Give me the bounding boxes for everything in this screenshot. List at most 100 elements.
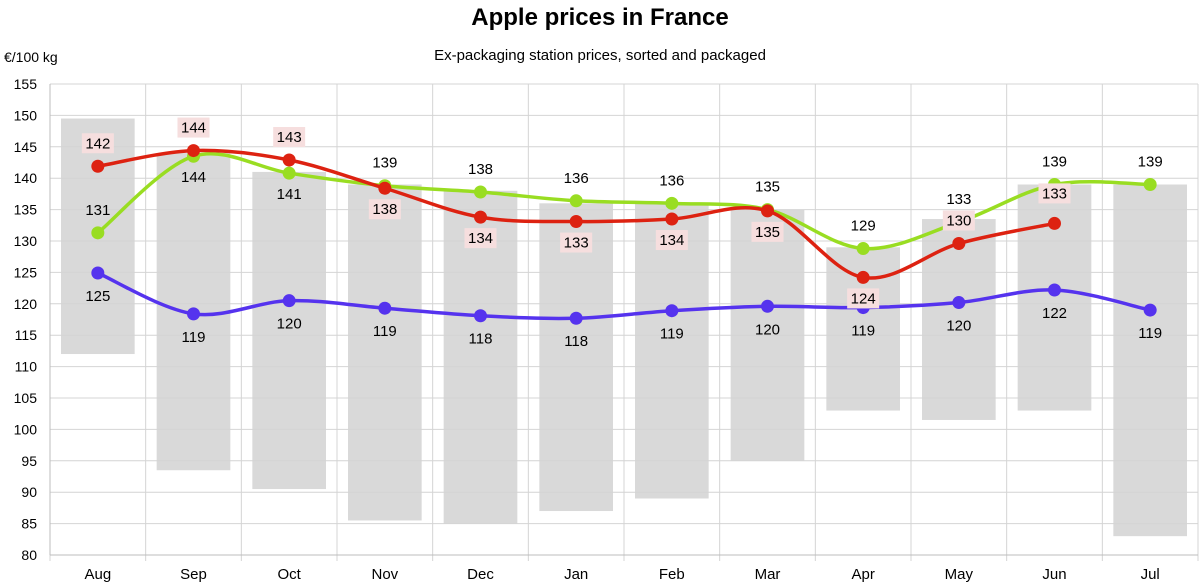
- data-label: 138: [372, 201, 397, 218]
- data-point: [1048, 283, 1061, 297]
- y-tick-label: 120: [14, 296, 38, 312]
- data-label-background: [273, 126, 306, 147]
- data-label-background: [942, 210, 975, 231]
- data-point: [761, 204, 774, 218]
- data-label: 124: [851, 290, 876, 307]
- data-label-background: [847, 288, 880, 309]
- data-point: [665, 304, 679, 318]
- data-point: [761, 299, 774, 313]
- x-tick-label: Feb: [659, 566, 685, 583]
- data-label: 120: [277, 316, 302, 333]
- y-tick-label: 90: [21, 484, 37, 500]
- data-label: 142: [85, 135, 110, 152]
- data-label: 125: [85, 288, 110, 305]
- data-point: [187, 144, 200, 158]
- y-tick-label: 140: [14, 170, 38, 186]
- data-point: [856, 242, 870, 256]
- data-label-background: [81, 133, 114, 154]
- range-bar: [348, 184, 422, 521]
- y-tick-label: 125: [14, 264, 38, 280]
- data-point: [91, 266, 105, 280]
- data-label: 119: [182, 329, 206, 346]
- data-point: [474, 185, 487, 199]
- data-point: [1143, 177, 1157, 191]
- data-label: 144: [181, 169, 206, 186]
- chart-title: Apple prices in France: [471, 4, 729, 31]
- data-point: [378, 181, 392, 195]
- data-point: [569, 194, 583, 208]
- data-label: 141: [277, 186, 302, 203]
- data-label: 119: [660, 326, 684, 343]
- y-tick-label: 135: [14, 202, 38, 218]
- y-tick-label: 95: [21, 453, 37, 469]
- data-label: 134: [468, 230, 493, 247]
- data-label: 139: [372, 155, 397, 172]
- data-label: 119: [1138, 325, 1162, 342]
- data-point: [1048, 216, 1061, 230]
- y-tick-label: 110: [15, 359, 38, 375]
- data-label: 120: [946, 318, 971, 335]
- data-label-background: [1038, 183, 1071, 204]
- x-tick-label: Sep: [180, 566, 207, 583]
- data-point: [665, 212, 679, 226]
- y-tick-label: 145: [14, 139, 38, 155]
- data-label: 143: [277, 129, 302, 146]
- data-label-background: [464, 228, 497, 249]
- data-label: 138: [468, 161, 493, 178]
- data-point: [474, 210, 487, 224]
- x-tick-label: Jun: [1042, 566, 1066, 583]
- x-tick-label: Jan: [564, 566, 588, 583]
- chart-subtitle: Ex-packaging station prices, sorted and …: [434, 47, 766, 64]
- data-label: 133: [1042, 185, 1067, 202]
- data-label: 135: [755, 179, 780, 196]
- data-label: 135: [755, 224, 780, 241]
- data-label: 139: [1042, 153, 1067, 170]
- data-label: 119: [851, 323, 875, 340]
- data-label: 133: [564, 235, 589, 252]
- data-point: [569, 311, 583, 325]
- data-label: 136: [659, 172, 684, 189]
- data-label-background: [751, 221, 784, 242]
- range-bar: [252, 171, 326, 490]
- data-label: 131: [85, 202, 110, 219]
- data-label-background: [368, 199, 401, 220]
- data-label-background: [560, 232, 593, 253]
- range-bar: [635, 203, 709, 499]
- data-label: 118: [469, 331, 493, 348]
- data-point: [378, 301, 392, 315]
- data-point: [569, 215, 583, 229]
- data-label: 139: [1138, 153, 1163, 170]
- y-tick-label: 105: [14, 390, 38, 406]
- y-axis-unit-label: €/100 kg: [4, 49, 58, 65]
- data-label: 144: [181, 120, 206, 137]
- data-label: 122: [1042, 305, 1067, 322]
- data-label-background: [177, 117, 210, 138]
- data-label: 133: [946, 191, 971, 208]
- y-tick-label: 85: [21, 516, 37, 532]
- data-label: 130: [946, 213, 971, 230]
- x-tick-label: Jul: [1141, 566, 1160, 583]
- data-label: 129: [851, 218, 876, 235]
- data-point: [952, 296, 966, 310]
- data-point: [856, 270, 870, 284]
- data-point: [91, 226, 105, 240]
- y-tick-label: 100: [14, 421, 38, 437]
- data-point: [282, 294, 296, 308]
- data-point: [952, 237, 966, 251]
- x-tick-label: Mar: [755, 566, 781, 583]
- y-tick-label: 80: [21, 547, 37, 563]
- x-tick-label: Apr: [851, 566, 874, 583]
- x-tick-label: Aug: [84, 566, 111, 583]
- data-label-background: [655, 230, 688, 251]
- range-bar: [1113, 184, 1187, 537]
- data-label: 118: [564, 333, 588, 350]
- x-tick-label: May: [945, 566, 974, 583]
- range-bar: [539, 203, 613, 512]
- data-label: 134: [659, 232, 684, 249]
- x-tick-label: Oct: [277, 566, 301, 583]
- data-point: [474, 309, 487, 323]
- data-point: [665, 196, 679, 210]
- data-point: [1143, 303, 1157, 317]
- y-tick-label: 130: [14, 233, 38, 249]
